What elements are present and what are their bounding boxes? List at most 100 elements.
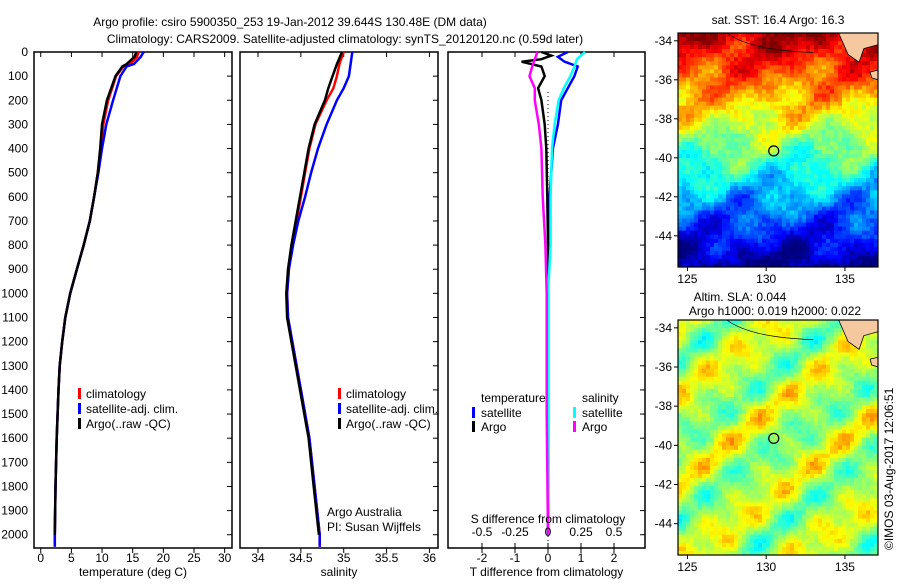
map-cell [866, 118, 871, 123]
map-cell [726, 425, 731, 430]
map-cell [722, 158, 727, 163]
map-cell [690, 320, 695, 325]
map-cell [746, 527, 751, 532]
map-cell [834, 37, 839, 42]
map-cell [778, 324, 783, 329]
map-cell [702, 446, 707, 451]
map-cell [758, 478, 763, 483]
map-cell [770, 94, 775, 99]
map-cell [750, 381, 755, 386]
map-cell [846, 110, 851, 115]
map-cell [734, 458, 739, 463]
map-cell [758, 519, 763, 524]
map-cell [770, 186, 775, 191]
map-cell [782, 348, 787, 353]
map-cell [710, 393, 715, 398]
map-cell [734, 134, 739, 139]
map-cell [802, 470, 807, 475]
legend-swatch [78, 418, 81, 429]
map-cell [822, 33, 827, 38]
map-cell [690, 219, 695, 224]
map-cell [710, 227, 715, 232]
map-cell [758, 474, 763, 479]
map-cell [714, 231, 719, 236]
map-cell [810, 158, 815, 163]
map-cell [710, 37, 715, 42]
map-cell [802, 33, 807, 38]
map-cell [750, 397, 755, 402]
map-cell [850, 215, 855, 220]
map-cell [786, 494, 791, 499]
map-cell [846, 150, 851, 155]
map-cell [738, 134, 743, 139]
map-cell [802, 328, 807, 333]
map-cell [730, 110, 735, 115]
map-cell [726, 69, 731, 74]
map-cell [690, 502, 695, 507]
map-cell [678, 502, 683, 507]
map-cell [702, 458, 707, 463]
map-cell [802, 446, 807, 451]
map-cell [742, 450, 747, 455]
map-cell [806, 429, 811, 434]
map-cell [710, 251, 715, 256]
map-cell [702, 365, 707, 370]
map-cell [802, 539, 807, 544]
map-cell [742, 365, 747, 370]
map-cell [754, 110, 759, 115]
map-cell [834, 150, 839, 155]
map-cell [706, 57, 711, 62]
map-cell [722, 324, 727, 329]
map-cell [722, 458, 727, 463]
map-cell [706, 365, 711, 370]
map-cell [690, 438, 695, 443]
map-cell [818, 255, 823, 260]
map-cell [862, 211, 867, 216]
map-cell [690, 490, 695, 495]
map-cell [682, 247, 687, 252]
map-cell [830, 85, 835, 90]
map-cell [702, 417, 707, 422]
map-cell [714, 344, 719, 349]
map-cell [706, 470, 711, 475]
map-cell [774, 178, 779, 183]
map-cell [686, 211, 691, 216]
map-cell [766, 389, 771, 394]
map-cell [730, 77, 735, 82]
x-tick-label: 135 [835, 272, 855, 286]
map-cell [774, 134, 779, 139]
map-cell [710, 61, 715, 65]
map-cell [694, 531, 699, 536]
map-cell [806, 154, 811, 159]
map-cell [802, 397, 807, 402]
map-cell [718, 510, 723, 515]
x-tick-label: -1 [510, 551, 521, 565]
map-cell [734, 146, 739, 151]
map-cell [690, 466, 695, 471]
map-cell [818, 61, 823, 65]
map-cell [710, 490, 715, 495]
map-cell [758, 81, 763, 86]
map-cell [778, 506, 783, 511]
map-cell [786, 454, 791, 459]
map-cell [746, 365, 751, 370]
map-cell [798, 344, 803, 349]
map-cell [866, 182, 871, 187]
map-cell [830, 49, 835, 54]
map-cell [718, 239, 723, 244]
map-cell [802, 138, 807, 143]
map-cell [682, 255, 687, 260]
map-cell [806, 397, 811, 402]
map-cell [802, 365, 807, 370]
map-cell [778, 85, 783, 90]
map-cell [706, 502, 711, 507]
map-cell [794, 150, 799, 155]
map-cell [794, 470, 799, 475]
map-cell [790, 178, 795, 183]
map-cell [686, 170, 691, 175]
map-cell [770, 235, 775, 240]
map-cell [758, 190, 763, 195]
map-cell [726, 490, 731, 495]
map-cell [790, 405, 795, 410]
map-cell [690, 61, 695, 65]
